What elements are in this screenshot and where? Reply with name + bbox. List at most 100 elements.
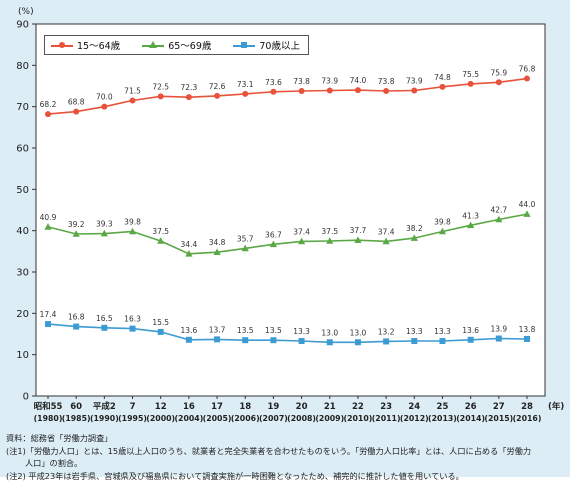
x-tick-label-year: (1980) <box>34 414 63 423</box>
legend-label-15-64: 15～64歳 <box>77 38 120 52</box>
legend-circle-marker <box>51 40 73 50</box>
line-chart: 0102030405060708090(%)昭和55(1980)60(1985)… <box>0 0 570 430</box>
data-label: 73.9 <box>406 77 423 86</box>
legend-item-15-64: 15～64歳 <box>51 38 120 52</box>
data-label: 37.5 <box>152 227 169 236</box>
x-tick-label-era: 12 <box>155 402 167 412</box>
data-label: 39.8 <box>434 217 451 226</box>
y-tick-label: 70 <box>16 102 29 113</box>
x-tick-label-year: (2012) <box>400 414 429 423</box>
legend-item-65-69: 65～69歳 <box>142 38 211 52</box>
y-tick-label: 80 <box>16 61 29 72</box>
data-label: 76.8 <box>519 65 536 74</box>
legend-item-70plus: 70歳以上 <box>233 38 300 52</box>
data-point <box>101 325 107 331</box>
data-label: 73.9 <box>321 77 338 86</box>
data-point <box>214 93 220 99</box>
x-tick-label-era: 18 <box>239 402 251 412</box>
x-tick-label-era: 25 <box>437 402 449 412</box>
data-point <box>186 94 192 100</box>
note-2: (注2) 平成23年は岩手県、宮城県及び福島県において調査実施が一時困難となった… <box>6 470 566 482</box>
data-point <box>73 324 79 330</box>
data-point <box>45 111 51 117</box>
y-tick-label: 60 <box>16 144 29 155</box>
x-tick-label-year: (2016) <box>513 414 542 423</box>
data-label: 17.4 <box>40 310 57 319</box>
data-label: 40.9 <box>40 213 57 222</box>
x-tick-label-year: (2014) <box>456 414 485 423</box>
x-tick-label-year: (2009) <box>315 414 344 423</box>
data-label: 73.8 <box>378 77 395 86</box>
data-point <box>186 337 192 343</box>
data-point <box>242 91 248 97</box>
x-tick-label-year: (2011) <box>372 414 401 423</box>
data-point <box>383 338 389 344</box>
data-label: 13.6 <box>181 326 198 335</box>
legend-label-65-69: 65～69歳 <box>168 38 211 52</box>
data-label: 75.5 <box>462 70 479 79</box>
data-point <box>130 97 136 103</box>
data-label: 68.8 <box>68 98 85 107</box>
data-label: 13.7 <box>209 325 226 334</box>
data-label: 71.5 <box>124 86 141 95</box>
data-point <box>524 336 530 342</box>
x-tick-label-era: 22 <box>352 402 364 412</box>
data-point <box>468 337 474 343</box>
x-tick-label-year: (2000) <box>146 414 175 423</box>
y-tick-label: 50 <box>16 185 29 196</box>
data-label: 72.6 <box>209 82 226 91</box>
data-label: 39.2 <box>68 220 85 229</box>
data-label: 13.3 <box>293 327 310 336</box>
data-label: 13.3 <box>406 327 423 336</box>
legend-label-70plus: 70歳以上 <box>259 38 300 52</box>
data-point <box>299 88 305 94</box>
data-label: 16.8 <box>68 313 85 322</box>
data-point <box>468 81 474 87</box>
data-label: 74.0 <box>350 76 367 85</box>
data-label: 39.3 <box>96 220 113 229</box>
data-label: 39.8 <box>124 217 141 226</box>
x-tick-label-year: (2010) <box>344 414 373 423</box>
data-label: 73.8 <box>293 77 310 86</box>
x-tick-label-year: (2013) <box>428 414 457 423</box>
data-label: 37.7 <box>350 226 367 235</box>
x-tick-label-era: 19 <box>267 402 279 412</box>
data-label: 13.6 <box>462 326 479 335</box>
data-point <box>158 329 164 335</box>
data-point <box>242 337 248 343</box>
data-label: 34.4 <box>181 240 198 249</box>
x-tick-label-era: 17 <box>211 402 223 412</box>
data-point <box>270 337 276 343</box>
y-tick-label: 90 <box>16 20 29 31</box>
y-tick-label: 0 <box>23 392 29 403</box>
data-label: 38.2 <box>406 224 423 233</box>
data-label: 13.5 <box>265 326 282 335</box>
y-tick-label: 30 <box>16 268 29 279</box>
data-point <box>439 338 445 344</box>
notes: 資料：総務省「労働力調査」 (注1)「労働力人口」とは、15歳以上人口のうち、就… <box>6 432 566 482</box>
note-1-line-1: (注1)「労働力人口」とは、15歳以上人口のうち、就業者と完全失業者を合わせたも… <box>6 445 566 458</box>
x-tick-label-year: (2015) <box>484 414 513 423</box>
x-tick-label-era: 16 <box>183 402 195 412</box>
x-axis-unit: (年) <box>548 401 564 412</box>
y-axis-unit: (%) <box>18 7 34 17</box>
x-tick-label-year: (1990) <box>90 414 119 423</box>
data-point <box>270 89 276 95</box>
legend-square-marker <box>233 40 255 50</box>
x-tick-label-era: 20 <box>296 402 308 412</box>
data-label: 37.4 <box>293 227 310 236</box>
data-point <box>411 338 417 344</box>
data-point <box>45 321 51 327</box>
data-point <box>411 88 417 94</box>
y-tick-label: 40 <box>16 226 29 237</box>
data-point <box>355 87 361 93</box>
y-tick-label: 20 <box>16 309 29 320</box>
x-tick-label-year: (2008) <box>287 414 316 423</box>
x-tick-label-era: 60 <box>70 402 82 412</box>
x-tick-label-year: (2007) <box>259 414 288 423</box>
data-label: 13.0 <box>350 328 367 337</box>
data-point <box>327 88 333 94</box>
x-tick-label-era: 23 <box>380 402 392 412</box>
x-tick-label-era: 21 <box>324 402 336 412</box>
legend: 15～64歳 65～69歳 70歳以上 <box>44 35 309 55</box>
